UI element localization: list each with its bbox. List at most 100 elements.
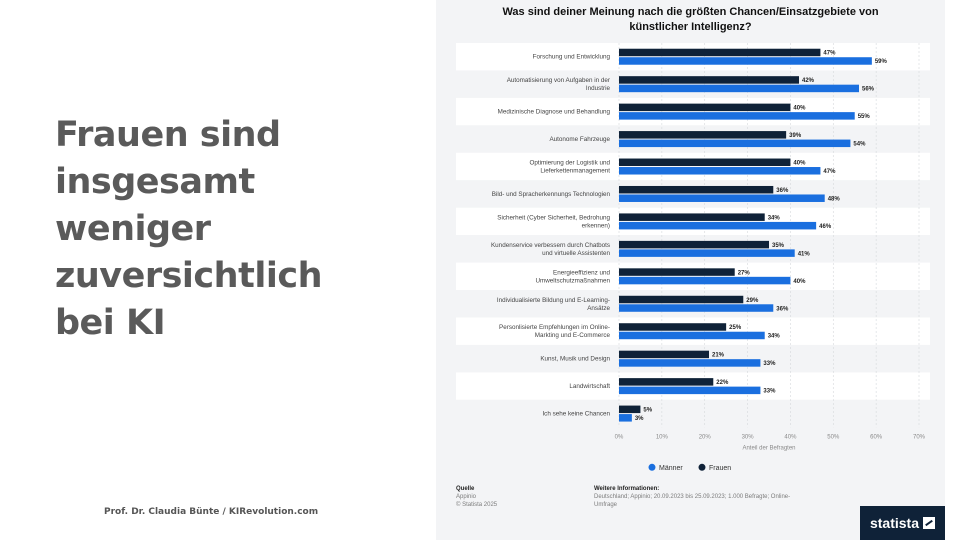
data-label: 33%	[763, 361, 776, 367]
bar-männer-6	[619, 194, 825, 202]
category-label: Umweltschutzmaßnahmen	[535, 277, 610, 284]
row-background	[456, 70, 930, 98]
row-background	[456, 372, 930, 400]
data-label: 35%	[772, 243, 785, 249]
category-label: Individualisierte Bildung und E-Learning…	[497, 297, 610, 304]
category-label: Medizinische Diagnose und Behandlung	[498, 109, 611, 116]
legend-marker-frauen	[698, 463, 706, 471]
headline-line-4: zuversichtlich	[55, 256, 322, 296]
bar-männer-10	[619, 304, 774, 312]
bar-männer-12	[619, 359, 761, 367]
bar-frauen-6	[619, 185, 774, 194]
bar-männer-14	[619, 414, 632, 422]
category-label: Lieferkettenmanagement	[540, 168, 610, 175]
bar-männer-3	[619, 112, 855, 120]
data-label: 54%	[853, 142, 866, 148]
category-label: Ansätze	[587, 305, 610, 312]
data-label: 33%	[763, 389, 776, 395]
data-label: 55%	[858, 114, 871, 120]
row-background	[456, 152, 930, 181]
data-label: 5%	[643, 408, 652, 414]
data-label: 36%	[776, 306, 789, 312]
data-label: 40%	[793, 161, 806, 167]
bar-frauen-11	[619, 323, 727, 331]
data-label: 21%	[712, 353, 725, 359]
bar-männer-4	[619, 139, 851, 148]
source-header: Quelle	[456, 486, 475, 492]
data-label: 27%	[738, 270, 751, 276]
headline-line-5: bei KI	[55, 303, 166, 343]
category-label: Optimierung der Logistik und	[529, 160, 610, 167]
chart-panel: 0% 10% 20% 30% 40% 50% 60% 70% Anteil der Befrag…	[436, 0, 945, 540]
bar-frauen-3	[619, 103, 791, 112]
bar-frauen-5	[619, 158, 791, 167]
data-label: 36%	[776, 188, 789, 194]
data-label: 59%	[875, 59, 888, 65]
bar-frauen-9	[619, 268, 735, 276]
source-block: Quelle Appinio © Statista 2025	[456, 485, 497, 509]
x-tick-label: 40%	[784, 434, 797, 440]
data-label: 41%	[798, 251, 811, 257]
statista-logo-icon	[923, 517, 936, 529]
bar-frauen-4	[619, 131, 787, 139]
legend-label-männer: Männer	[659, 465, 683, 472]
row-background	[456, 180, 930, 208]
data-label: 25%	[729, 325, 742, 331]
legend-label-frauen: Frauen	[709, 465, 731, 472]
data-label: 39%	[789, 133, 802, 139]
bar-frauen-14	[619, 405, 641, 414]
category-label: Forschung und Entwicklung	[533, 54, 611, 61]
category-label: Energieeffizienz und	[553, 269, 610, 276]
data-label: 48%	[828, 196, 841, 202]
headline-line-2: insgesamt	[55, 162, 255, 202]
data-label: 56%	[862, 87, 875, 93]
row-background	[456, 317, 930, 345]
bar-männer-9	[619, 276, 791, 285]
data-label: 40%	[793, 106, 806, 112]
bar-frauen-8	[619, 240, 769, 249]
bar-männer-2	[619, 84, 859, 93]
bar-frauen-12	[619, 350, 709, 359]
category-label: Kundenservice verbessern durch Chatbots	[491, 242, 610, 249]
category-label: Automatisierung von Aufgaben in der	[507, 77, 610, 84]
x-tick-label: 0%	[615, 434, 624, 440]
data-label: 34%	[768, 215, 781, 221]
category-label: Markting und E-Commerce	[535, 332, 611, 339]
author-credit: Prof. Dr. Claudia Bünte / KIRevolution.c…	[104, 507, 319, 517]
data-label: 42%	[802, 78, 815, 84]
row-background	[456, 399, 930, 428]
row-background	[456, 125, 930, 153]
bar-frauen-2	[619, 76, 799, 84]
headline-line-1: Frauen sind	[55, 115, 281, 155]
x-tick-label: 50%	[827, 434, 840, 440]
bar-chart: 0% 10% 20% 30% 40% 50% 60% 70% Anteil der Befrag…	[456, 43, 930, 472]
bar-männer-5	[619, 167, 821, 175]
row-background	[456, 262, 930, 291]
category-label: Ich sehe keine Chancen	[542, 411, 610, 418]
data-label: 47%	[823, 169, 836, 175]
row-background	[456, 290, 930, 318]
bar-männer-11	[619, 331, 765, 340]
x-axis-label: Anteil der Befragten	[742, 445, 795, 451]
data-label: 3%	[635, 416, 644, 422]
category-label: Bild- und Spracherkennungs Technologien	[492, 191, 611, 198]
headline-line-3: weniger	[55, 209, 211, 249]
chart-title-line-2: künstlicher Intelligenz?	[629, 21, 752, 33]
row-background	[456, 344, 930, 373]
bar-männer-7	[619, 221, 817, 230]
bar-männer-13	[619, 386, 761, 395]
more-info-block: Weitere Informationen: Deutschland; Appi…	[594, 485, 790, 509]
category-label: Sicherheit (Cyber Sicherheit, Bedrohung	[497, 214, 610, 221]
x-tick-label: 70%	[913, 434, 926, 440]
data-label: 40%	[793, 279, 806, 285]
source-line-2: © Statista 2025	[456, 502, 498, 508]
data-label: 22%	[716, 380, 729, 386]
statista-logo[interactable]: statista	[860, 506, 945, 540]
data-label: 47%	[823, 51, 836, 57]
data-label: 34%	[768, 334, 781, 340]
more-info-header: Weitere Informationen:	[594, 486, 660, 492]
data-label: 29%	[746, 298, 759, 304]
category-label: und virtuelle Assistenten	[542, 250, 610, 257]
legend-marker-männer	[648, 463, 656, 471]
x-tick-label: 60%	[870, 434, 883, 440]
